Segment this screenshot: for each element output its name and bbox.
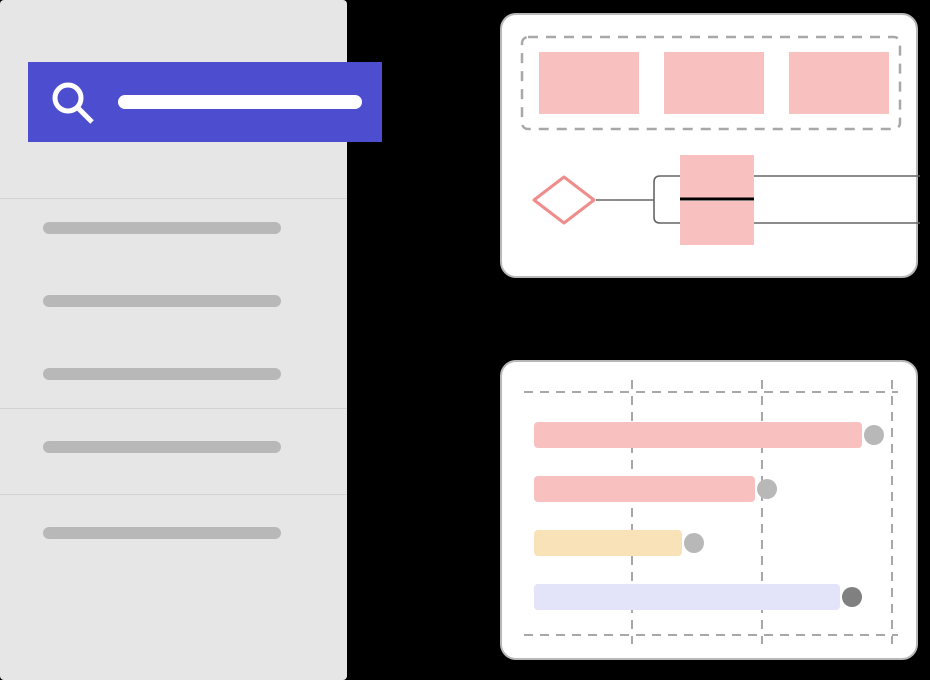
bar-chart-card [500, 360, 918, 660]
bar-chart-svg [502, 362, 920, 662]
search-bar [28, 62, 382, 142]
list-item-placeholder [43, 295, 281, 307]
flowchart-card [500, 13, 918, 278]
list-item-placeholder [43, 527, 281, 539]
list-item-placeholder [43, 368, 281, 380]
list-divider [0, 408, 347, 409]
list-divider [0, 494, 347, 495]
search-input[interactable] [118, 95, 362, 109]
search-icon [48, 78, 96, 126]
list-item-placeholder [43, 222, 281, 234]
list-divider [0, 198, 347, 199]
flowchart-svg [502, 15, 920, 280]
list-item-placeholder [43, 441, 281, 453]
